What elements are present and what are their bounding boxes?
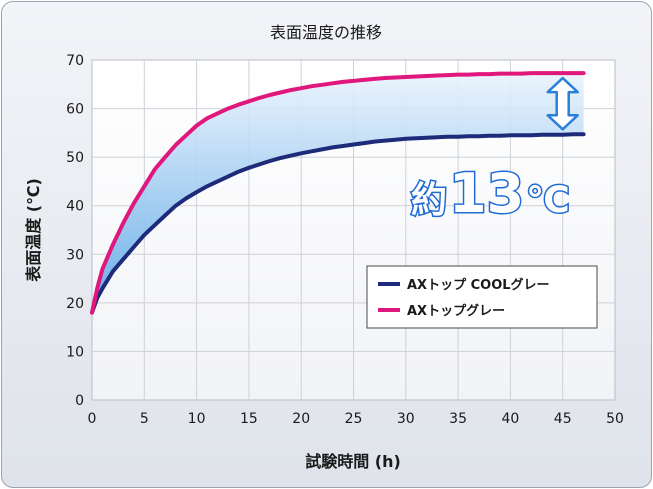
x-tick-label: 15	[240, 411, 258, 427]
y-tick-label: 40	[66, 199, 84, 215]
difference-arrow-icon	[546, 76, 579, 131]
series-line-cool-gray	[90, 132, 586, 315]
x-tick-label: 40	[501, 411, 519, 427]
legend: AXトップ COOLグレー AXトップグレー	[366, 265, 598, 329]
x-tick-labels: 0 5 10 15 20 25 30 35 40 45 50	[88, 411, 624, 427]
difference-annotation: 約13℃	[411, 162, 570, 225]
annotation-number: 13	[449, 162, 524, 225]
x-tick-label: 0	[88, 411, 97, 427]
x-axis-label: 試験時間 (h)	[305, 452, 401, 471]
legend-box	[366, 265, 598, 329]
y-tick-label: 60	[66, 102, 84, 118]
x-tick-label: 35	[449, 411, 467, 427]
annotation-unit: ℃	[526, 180, 570, 221]
y-tick-label: 0	[75, 393, 84, 409]
y-tick-labels: 0 10 20 30 40 50 60 70	[66, 53, 84, 409]
y-axis-label: 表面温度 (℃)	[24, 178, 43, 283]
chart-title: 表面温度の推移	[270, 23, 382, 42]
annotation-prefix: 約	[411, 180, 447, 221]
y-tick-label: 30	[66, 247, 84, 263]
series-lines	[90, 71, 586, 315]
legend-label-gray: AXトップグレー	[407, 303, 505, 319]
x-tick-label: 10	[188, 411, 206, 427]
legend-label-cool-gray: AXトップ COOLグレー	[407, 277, 550, 293]
x-tick-label: 30	[397, 411, 415, 427]
x-tick-label: 45	[554, 411, 572, 427]
y-tick-label: 50	[66, 150, 84, 166]
y-tick-label: 70	[66, 53, 84, 69]
x-tick-label: 50	[606, 411, 624, 427]
x-tick-label: 25	[345, 411, 363, 427]
x-tick-label: 5	[140, 411, 149, 427]
double-arrow-shape	[546, 76, 579, 131]
x-tick-label: 20	[292, 411, 310, 427]
series-line-gray	[90, 71, 586, 315]
y-tick-label: 10	[66, 344, 84, 360]
y-tick-label: 20	[66, 296, 84, 312]
difference-band	[92, 73, 584, 313]
